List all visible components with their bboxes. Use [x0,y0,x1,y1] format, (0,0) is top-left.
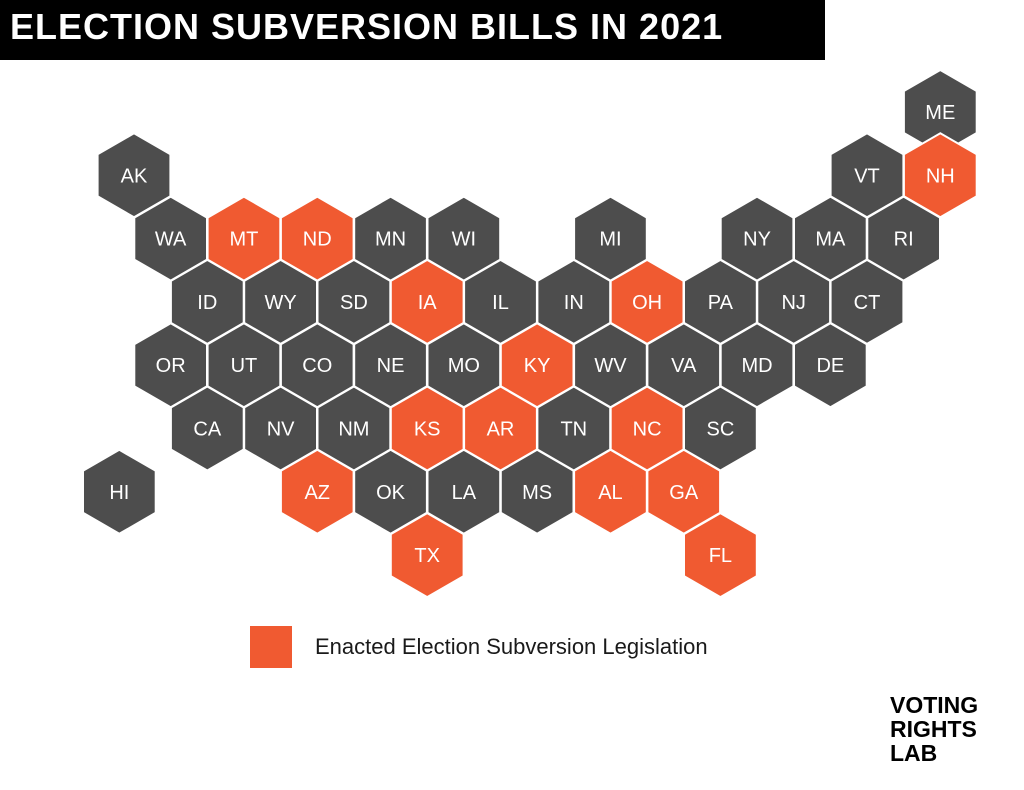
state-label: WY [264,292,296,314]
state-label: VT [854,165,880,187]
state-label: MO [448,355,480,377]
state-label: TN [560,419,587,441]
state-label: NE [377,355,405,377]
logo-line-3: LAB [890,740,938,766]
state-label: SC [707,419,735,441]
state-label: MS [522,482,552,504]
state-hex-ca: CA [169,385,245,472]
state-hex-mi: MI [573,195,648,282]
state-hex-shape [389,511,465,599]
state-label: IN [564,292,584,314]
title-bar: ELECTION SUBVERSION BILLS IN 2021 [0,0,825,60]
state-hex-nc: NC [609,385,685,472]
state-hex-sc: SC [683,385,758,472]
state-label: AZ [304,482,330,504]
state-label: CA [193,419,221,441]
state-label: DE [816,355,844,377]
state-hex-hi: HI [82,448,157,535]
logo-line-1: VOTING [890,692,979,718]
state-label: LA [452,482,477,504]
state-label: ND [303,229,332,251]
state-hex-shape [793,322,868,409]
state-label: PA [708,292,734,314]
state-label: AK [121,165,148,187]
state-label: CT [854,292,881,314]
state-hex-az: AZ [279,448,355,535]
state-hex-nv: NV [243,385,318,472]
state-hex-nd: ND [279,195,355,282]
state-hex-or: OR [133,322,208,409]
state-label: NY [743,229,771,251]
legend-label: Enacted Election Subversion Legislation [315,634,708,659]
state-hex-wa: WA [133,195,208,282]
state-label: OK [376,482,406,504]
state-label: WA [155,229,187,251]
state-label: WV [594,355,627,377]
state-label: SD [340,292,368,314]
state-label: IA [418,292,438,314]
state-hex-fl: FL [683,511,758,599]
state-hex-ms: MS [499,448,575,535]
state-hex-me: ME [902,68,978,156]
state-label: NJ [781,292,805,314]
state-label: AL [598,482,622,504]
state-label: KY [524,355,551,377]
state-label: NM [338,419,369,441]
logo-line-2: RIGHTS [890,716,977,742]
state-label: ME [925,102,955,124]
state-label: OH [632,292,662,314]
state-label: NC [633,419,662,441]
state-label: NV [267,419,295,441]
state-hex-de: DE [793,322,868,409]
state-label: CO [302,355,332,377]
state-label: NH [926,165,955,187]
state-label: UT [231,355,258,377]
state-hex-ne: NE [353,322,428,409]
state-label: MN [375,229,406,251]
state-label: MI [599,229,621,251]
state-hex-mn: MN [353,195,428,282]
state-label: VA [671,355,697,377]
state-label: MD [741,355,772,377]
state-hex-shape [82,448,157,535]
state-label: WI [452,229,476,251]
state-hex-ny: NY [719,195,795,282]
state-label: OR [156,355,186,377]
state-label: GA [669,482,699,504]
state-label: TX [414,545,440,567]
state-label: KS [414,419,441,441]
state-label: FL [709,545,732,567]
voting-rights-lab-logo: VOTING RIGHTS LAB [890,693,978,765]
state-hex-nh: NH [902,132,978,219]
map-title: ELECTION SUBVERSION BILLS IN 2021 [10,6,724,47]
state-label: RI [894,229,914,251]
state-label: MA [815,229,846,251]
state-label: MT [230,229,259,251]
state-label: HI [109,482,129,504]
state-hex-tx: TX [389,511,465,599]
state-hex-in: IN [536,258,612,346]
state-hex-shape [683,511,758,599]
state-label: ID [197,292,217,314]
legend-swatch-enacted [250,626,292,668]
state-label: IL [492,292,509,314]
state-label: AR [487,419,515,441]
